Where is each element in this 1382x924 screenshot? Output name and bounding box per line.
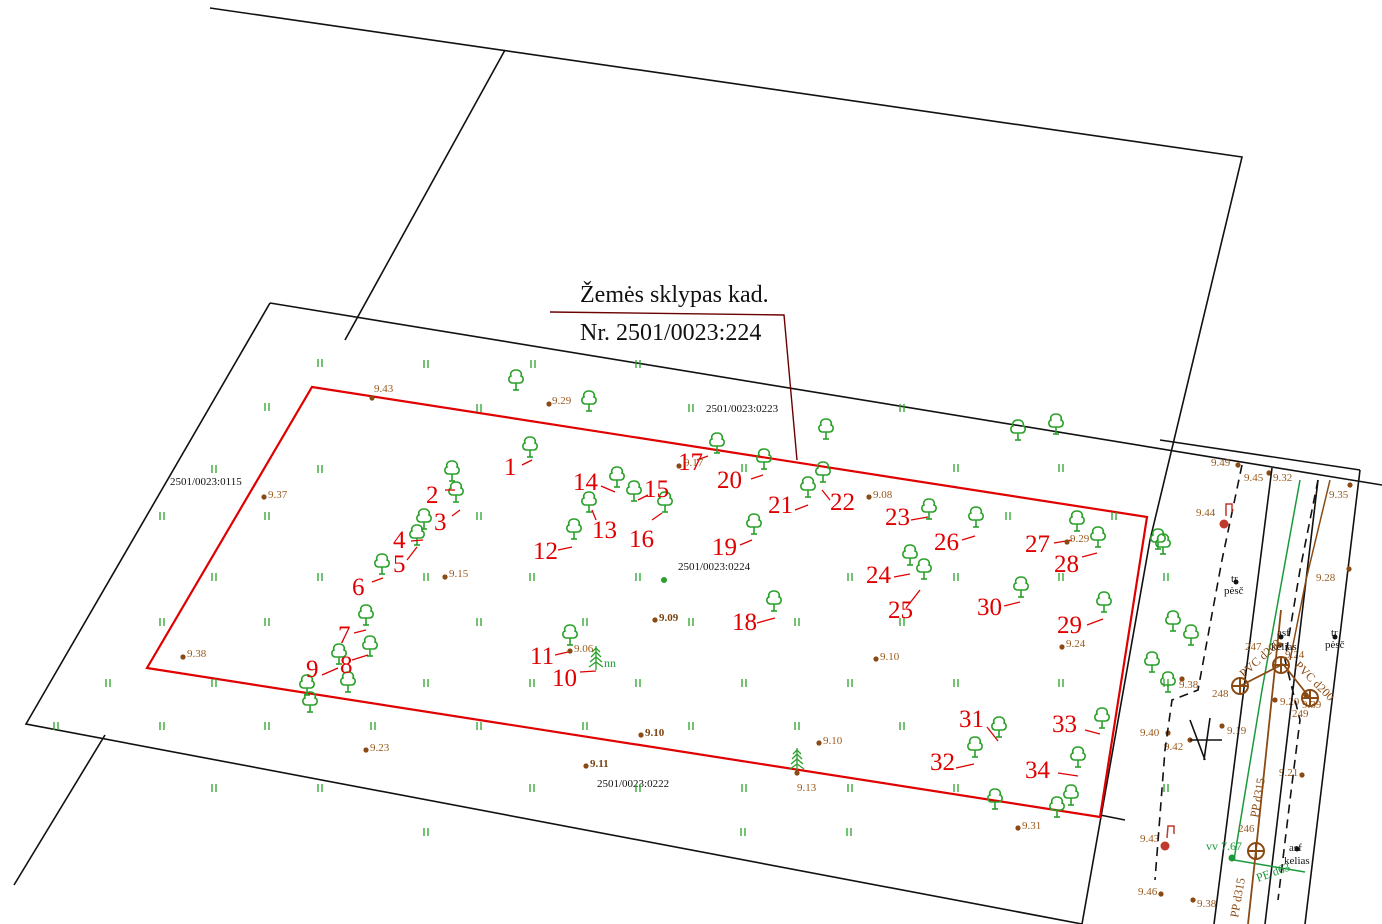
tree-number: 26 bbox=[934, 529, 959, 556]
tree-number: 30 bbox=[977, 594, 1002, 621]
parcel-lines bbox=[13, 7, 1382, 924]
tree-number: 31 bbox=[959, 706, 984, 733]
label-asf: asf bbox=[1277, 627, 1290, 639]
elevation-label: 9.10 bbox=[823, 735, 843, 747]
elevation-label: 9.20 bbox=[1280, 696, 1300, 708]
elevation-label: 9.11 bbox=[590, 758, 609, 770]
tree-number: 20 bbox=[717, 467, 742, 494]
tree-number: 14 bbox=[573, 469, 599, 496]
tree-number: 13 bbox=[592, 517, 617, 544]
label-pesc: pėsč bbox=[1325, 639, 1345, 651]
elevation-label: 9.43 bbox=[374, 383, 394, 395]
well-label: 249 bbox=[1292, 708, 1309, 720]
elevation-label: 9.28 bbox=[1316, 572, 1336, 584]
tree-number: 11 bbox=[530, 643, 554, 670]
well-label: 246 bbox=[1238, 823, 1255, 835]
tree-number: 21 bbox=[768, 492, 793, 519]
label-pp: PP d315 bbox=[1247, 777, 1268, 819]
label-pp: PP d315 bbox=[1227, 877, 1248, 919]
tree-number: 32 bbox=[930, 749, 955, 776]
elevation-label: 9.38 bbox=[1179, 679, 1199, 691]
elevation-label: 9.08 bbox=[873, 489, 893, 501]
elevation-label: 9.09 bbox=[659, 612, 679, 624]
elevation-label: 9.17 bbox=[684, 457, 704, 469]
plot-boundary[interactable] bbox=[145, 385, 1149, 819]
elevation-label: 9.29 bbox=[1070, 533, 1090, 545]
label-nn: nn bbox=[604, 656, 616, 670]
elevation-label: 9.10 bbox=[645, 727, 665, 739]
elevation-label: 9.19 bbox=[1227, 725, 1247, 737]
label-tr: tr bbox=[1231, 573, 1238, 585]
tree-number: 4 bbox=[393, 527, 406, 554]
elevation-label: 9.06 bbox=[574, 643, 594, 655]
callout-line2: Nr. 2501/0023:224 bbox=[580, 320, 761, 346]
elevation-label: 9.35 bbox=[1329, 489, 1349, 501]
elevation-label: 9.15 bbox=[449, 568, 469, 580]
tree-number: 16 bbox=[629, 526, 654, 553]
parcel-label: 2501/0023:0115 bbox=[170, 476, 242, 488]
tree-number: 23 bbox=[885, 504, 910, 531]
tree-number: 24 bbox=[866, 562, 892, 589]
elevation-label: 9.13 bbox=[797, 782, 817, 794]
elevation-label: 9.49 bbox=[1211, 457, 1231, 469]
label-kelias: kelias bbox=[1284, 855, 1310, 867]
elevation-label: 9.44 bbox=[1196, 507, 1216, 519]
elevation-label: 9.45 bbox=[1244, 472, 1264, 484]
tree-number: 2 bbox=[426, 482, 439, 509]
elevation-label: 9.43 bbox=[1140, 833, 1160, 845]
parcel-label: 2501/0023:0223 bbox=[706, 403, 779, 415]
well-label: 247 bbox=[1245, 641, 1262, 653]
well-label: 248 bbox=[1212, 688, 1229, 700]
tree-symbols bbox=[299, 369, 1199, 818]
elevation-label: 9.29 bbox=[552, 395, 572, 407]
label-tr: tr bbox=[1331, 627, 1338, 639]
tree-number: 34 bbox=[1025, 757, 1051, 784]
tree-number: 12 bbox=[533, 538, 558, 565]
tree-number: 9 bbox=[306, 656, 319, 683]
label-kelias: kelias bbox=[1271, 641, 1297, 653]
label-pesc: pėsč bbox=[1224, 585, 1244, 597]
elevation-label: 9.37 bbox=[268, 489, 288, 501]
elevation-label: 9.32 bbox=[1273, 472, 1292, 484]
tree-number: 10 bbox=[552, 665, 577, 692]
elevation-label: 9.38 bbox=[1197, 898, 1217, 910]
label-asf: asf bbox=[1289, 842, 1302, 854]
elevation-label: 9.42 bbox=[1164, 741, 1183, 753]
callout: Žemės sklypas kad. Nr. 2501/0023:224 bbox=[549, 282, 798, 461]
tree-number: 25 bbox=[888, 597, 913, 624]
tree-number: 3 bbox=[434, 509, 447, 536]
parcel-label: 2501/0023:0224 bbox=[678, 561, 751, 573]
tree-number: 22 bbox=[830, 489, 855, 516]
callout-line1: Žemės sklypas kad. bbox=[580, 282, 769, 308]
parcel-labels: 2501/0023:0223 2501/0023:0115 2501/0023:… bbox=[170, 403, 779, 790]
tree-number: 29 bbox=[1057, 612, 1082, 639]
elevation-label: 9.38 bbox=[187, 648, 207, 660]
tree-number: 1 bbox=[504, 454, 517, 481]
elevation-label: 9.23 bbox=[370, 742, 390, 754]
tree-number: 7 bbox=[338, 622, 351, 649]
elevation-label: 9.46 bbox=[1138, 886, 1158, 898]
tree-number: 5 bbox=[393, 551, 406, 578]
tree-number: 19 bbox=[712, 534, 737, 561]
tree-number: 18 bbox=[732, 609, 757, 636]
elevation-label: 9.31 bbox=[1022, 820, 1041, 832]
tree-number: 28 bbox=[1054, 551, 1079, 578]
elevation-label: 9.24 bbox=[1066, 638, 1086, 650]
tree-number: 27 bbox=[1025, 531, 1050, 558]
tree-number: 33 bbox=[1052, 711, 1077, 738]
tree-number: 6 bbox=[352, 574, 365, 601]
elevation-label: 9.40 bbox=[1140, 727, 1160, 739]
tree-number: 17 bbox=[678, 449, 703, 476]
tree-numbers: 1 2 3 4 5 6 7 8 9 10 11 12 13 14 15 16 1… bbox=[306, 449, 1104, 784]
tree-number: 8 bbox=[340, 652, 353, 679]
tree-number: 15 bbox=[644, 476, 669, 503]
label-vv: vv 7.67 bbox=[1206, 839, 1242, 853]
elevation-label: 9.10 bbox=[880, 651, 900, 663]
parcel-label: 2501/0023:0222 bbox=[597, 778, 669, 790]
label-pe: PE d63 bbox=[1254, 860, 1292, 885]
